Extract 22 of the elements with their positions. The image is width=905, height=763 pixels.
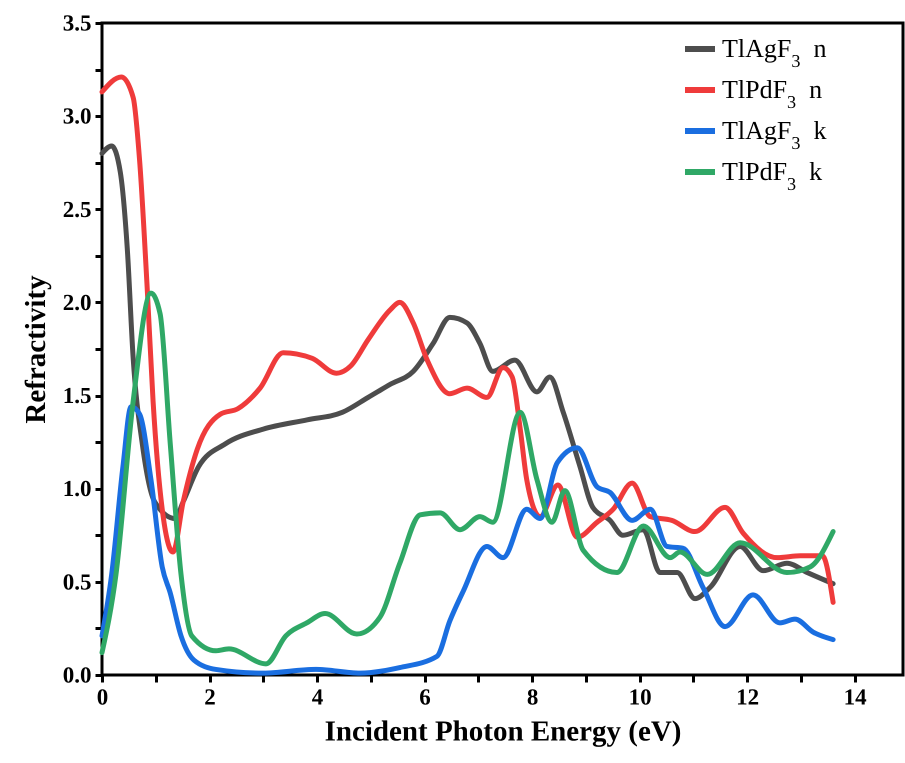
legend-label: TlPdF$_{3}$ n (722, 75, 822, 112)
y-tick-label: 1.0 (62, 476, 92, 502)
legend-label: TlPdF$_{3}$ k (722, 157, 822, 194)
legend-label: TlAgF$_{3}$ n (722, 34, 826, 71)
x-tick-label: 0 (96, 684, 108, 710)
y-tick-label: 3.5 (62, 10, 92, 36)
y-tick-label: 2.5 (62, 196, 92, 222)
x-tick-label: 10 (628, 684, 652, 710)
x-axis-title: Incident Photon Energy (eV) (324, 716, 682, 748)
legend-label: TlAgF$_{3}$ k (722, 116, 826, 153)
x-tick-label: 6 (419, 684, 431, 710)
y-tick-label: 2.0 (62, 290, 92, 315)
y-tick-label: 3.0 (62, 104, 92, 129)
y-tick-label: 1.5 (62, 383, 92, 408)
x-tick-label: 4 (312, 684, 324, 710)
y-axis-title: Refractivity (20, 274, 52, 424)
x-tick-label: 14 (844, 684, 868, 710)
x-tick-label: 2 (204, 684, 216, 710)
x-tick-label: 8 (526, 684, 538, 710)
x-tick-label: 12 (736, 684, 760, 710)
y-tick-label: 0.0 (62, 662, 92, 688)
y-tick-label: 0.5 (62, 569, 92, 594)
